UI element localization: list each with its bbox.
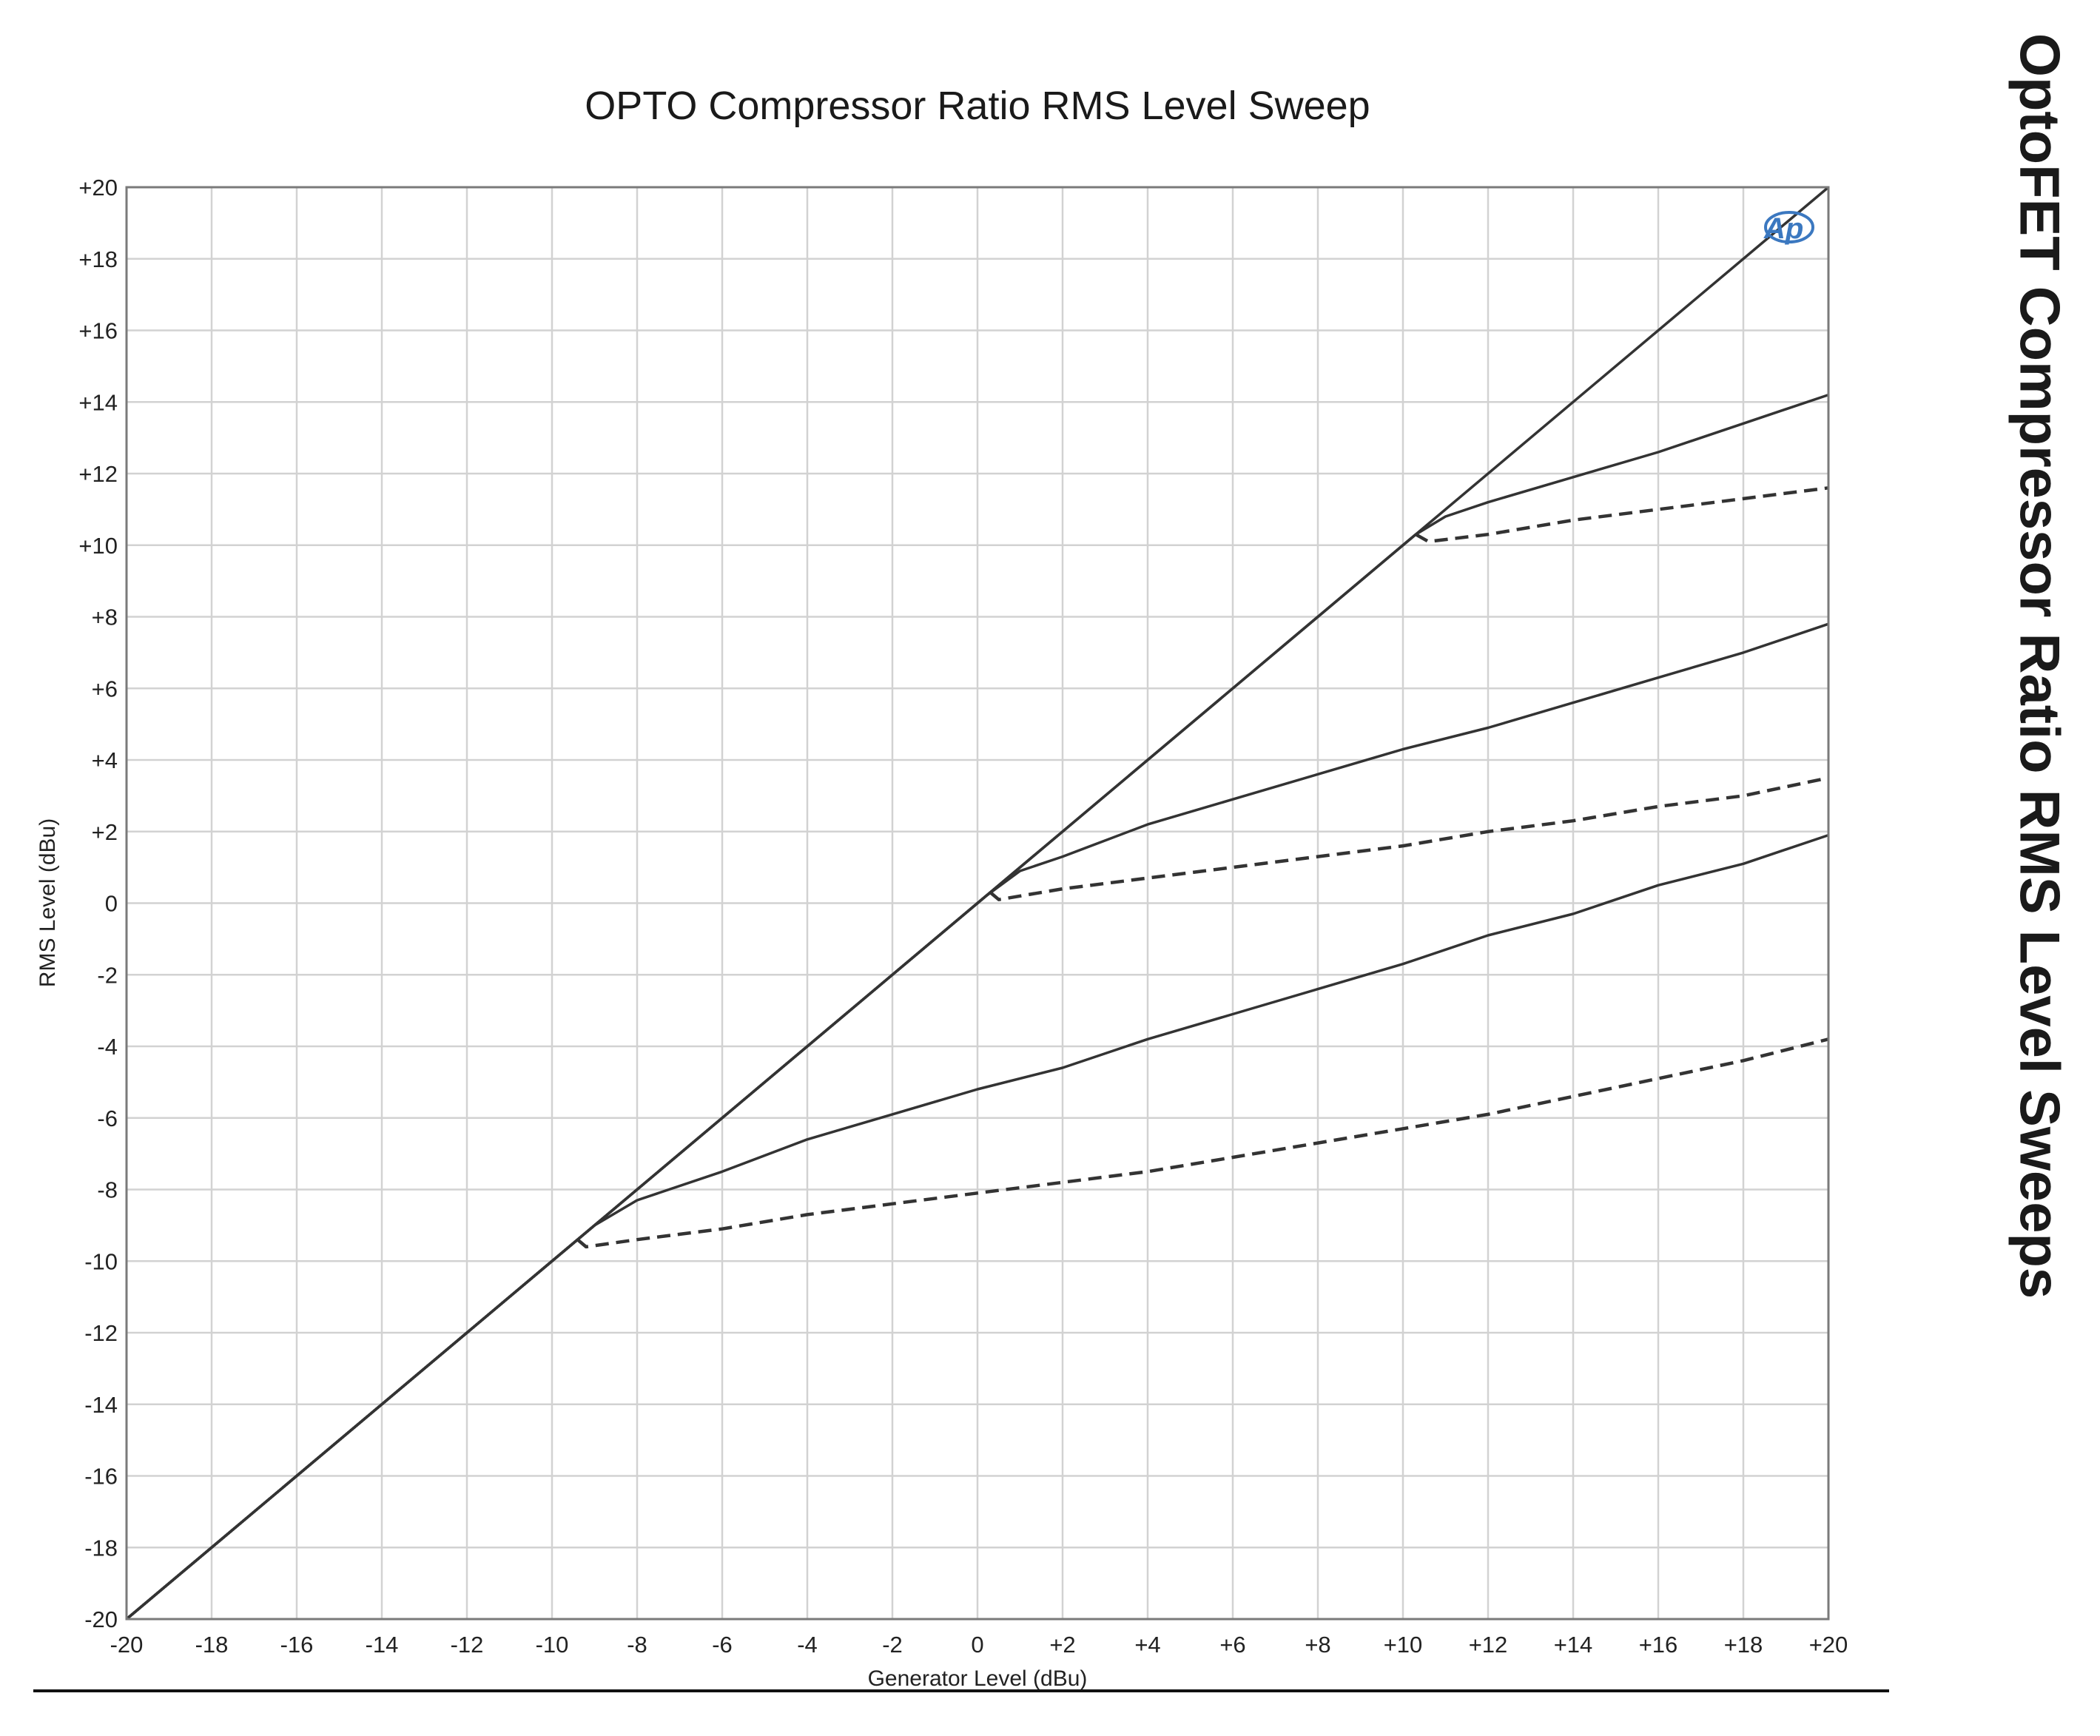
series-group <box>125 186 1830 1621</box>
x-tick-label: +2 <box>1049 1632 1075 1658</box>
series-line-6-unity-part <box>125 1238 579 1621</box>
y-tick-label: +10 <box>78 533 118 559</box>
y-tick-label: -8 <box>97 1177 118 1203</box>
y-tick-label: +4 <box>92 747 118 773</box>
x-tick-label: -10 <box>536 1632 569 1658</box>
x-tick-label: +8 <box>1305 1632 1330 1658</box>
x-tick-label: -8 <box>627 1632 647 1658</box>
series-line-5-solid <box>125 833 1829 1621</box>
x-tick-label: +10 <box>1384 1632 1423 1658</box>
y-tick-label: +14 <box>78 389 118 415</box>
y-tick-label: +2 <box>92 819 118 845</box>
x-tick-label: -16 <box>280 1632 314 1658</box>
y-tick-label: -14 <box>84 1392 118 1418</box>
y-tick-label: -12 <box>84 1320 118 1346</box>
x-tick-label: +4 <box>1134 1632 1160 1658</box>
ap-logo: Ap <box>1763 211 1814 245</box>
x-tick-label: +12 <box>1469 1632 1508 1658</box>
series-line-2-dashed <box>1415 486 1829 544</box>
ap-logo-text: Ap <box>1763 212 1803 245</box>
y-tick-label: -2 <box>97 962 118 988</box>
series-line-3-solid <box>125 622 1829 1621</box>
x-tick-label: -20 <box>110 1632 144 1658</box>
y-tick-label: -4 <box>97 1034 118 1060</box>
y-tick-label: -20 <box>84 1607 118 1632</box>
bottom-rule <box>33 1689 1889 1692</box>
y-tick-label: +8 <box>92 605 118 630</box>
x-tick-label: -12 <box>451 1632 484 1658</box>
x-tick-label: -4 <box>797 1632 818 1658</box>
y-tick-label: 0 <box>105 891 118 917</box>
x-tick-label: +18 <box>1724 1632 1763 1658</box>
x-tick-labels: -20 -18 -16 -14 -12 -10 -8 -6 -4 -2 0 +2 +4 +6 +8 +10 +1… <box>110 1632 1848 1658</box>
x-tick-label: -14 <box>366 1632 399 1658</box>
y-tick-label: -16 <box>84 1464 118 1490</box>
series-line-1-solid <box>125 393 1829 1621</box>
y-tick-labels: +20+18+16+14+12+10+8+6+4+20-2-4-6-8-10-1… <box>78 175 118 1632</box>
x-tick-label: -6 <box>712 1632 733 1658</box>
y-tick-label: +6 <box>92 676 118 702</box>
x-tick-label: +6 <box>1219 1632 1245 1658</box>
x-axis-label: Generator Level (dBu) <box>868 1666 1088 1691</box>
ap-logo-ring <box>1764 211 1814 243</box>
x-tick-label: -18 <box>195 1632 229 1658</box>
x-tick-label: +14 <box>1554 1632 1593 1658</box>
y-tick-label: +16 <box>78 318 118 344</box>
chart-title: OPTO Compressor Ratio RMS Level Sweep <box>585 84 1370 128</box>
y-tick-label: +20 <box>78 175 118 201</box>
x-tick-label: 0 <box>971 1632 983 1658</box>
plot-frame <box>125 186 1830 1621</box>
x-tick-label: +16 <box>1639 1632 1678 1658</box>
x-tick-label: -2 <box>882 1632 903 1658</box>
series-line-4-dashed <box>989 776 1829 901</box>
series-line-6-dashed <box>576 1037 1829 1249</box>
x-tick-label: +20 <box>1809 1632 1848 1658</box>
y-tick-label: +12 <box>78 461 118 487</box>
y-tick-label: -18 <box>84 1535 118 1561</box>
y-tick-label: -6 <box>97 1106 118 1131</box>
y-tick-label: -10 <box>84 1248 118 1274</box>
y-axis-label: RMS Level (dBu) <box>36 818 60 987</box>
y-tick-label: +18 <box>78 246 118 272</box>
